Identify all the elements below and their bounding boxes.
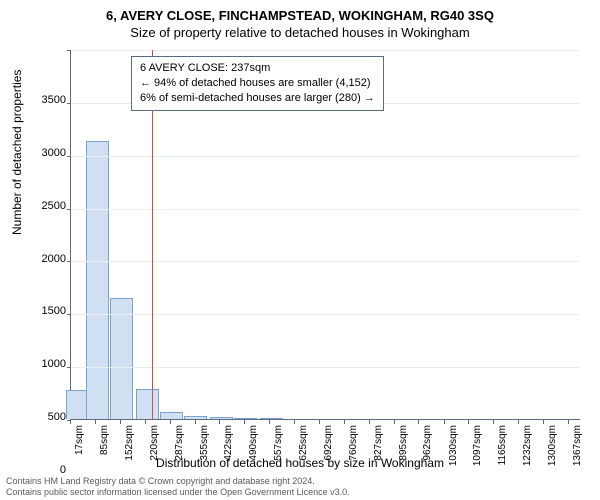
- gridline: [71, 209, 580, 210]
- chart-area: 6 AVERY CLOSE: 237sqm ← 94% of detached …: [70, 50, 580, 420]
- xtick-mark: [195, 420, 196, 424]
- ytick-mark: [67, 367, 71, 368]
- xtick-mark: [493, 420, 494, 424]
- ytick-mark: [67, 50, 71, 51]
- page-subtitle: Size of property relative to detached ho…: [0, 23, 600, 40]
- xtick-mark: [319, 420, 320, 424]
- footer-line-1: Contains HM Land Registry data © Crown c…: [6, 476, 350, 487]
- ytick-mark: [67, 261, 71, 262]
- ytick-label: 1000: [20, 358, 66, 370]
- histogram-bar: [234, 418, 257, 419]
- histogram-bar: [110, 298, 133, 419]
- info-box: 6 AVERY CLOSE: 237sqm ← 94% of detached …: [131, 56, 384, 111]
- info-line-1: 6 AVERY CLOSE: 237sqm: [140, 61, 375, 76]
- xtick-mark: [394, 420, 395, 424]
- gridline: [71, 156, 580, 157]
- histogram-bar: [160, 412, 183, 419]
- ytick-label: 1500: [20, 305, 66, 317]
- xtick-mark: [344, 420, 345, 424]
- ytick-label: 3000: [20, 147, 66, 159]
- histogram-bar: [86, 141, 109, 419]
- xtick-mark: [369, 420, 370, 424]
- ytick-label: 500: [20, 411, 66, 423]
- histogram-bar: [210, 417, 233, 419]
- xtick-mark: [219, 420, 220, 424]
- xtick-mark: [543, 420, 544, 424]
- xtick-mark: [70, 420, 71, 424]
- xtick-mark: [95, 420, 96, 424]
- xtick-mark: [418, 420, 419, 424]
- page-title: 6, AVERY CLOSE, FINCHAMPSTEAD, WOKINGHAM…: [0, 0, 600, 23]
- info-line-3: 6% of semi-detached houses are larger (2…: [140, 91, 375, 106]
- plot-area: 6 AVERY CLOSE: 237sqm ← 94% of detached …: [70, 50, 580, 420]
- x-axis-label: Distribution of detached houses by size …: [0, 456, 600, 470]
- ytick-mark: [67, 314, 71, 315]
- xtick-mark: [145, 420, 146, 424]
- footer: Contains HM Land Registry data © Crown c…: [6, 476, 350, 498]
- gridline: [71, 261, 580, 262]
- ytick-label: 2000: [20, 253, 66, 265]
- histogram-bar: [136, 389, 159, 419]
- ytick-label: 2500: [20, 200, 66, 212]
- xtick-mark: [269, 420, 270, 424]
- ytick-mark: [67, 103, 71, 104]
- xtick-mark: [170, 420, 171, 424]
- xtick-mark: [120, 420, 121, 424]
- gridline: [71, 314, 580, 315]
- xtick-mark: [518, 420, 519, 424]
- footer-line-2: Contains public sector information licen…: [6, 487, 350, 498]
- ytick-label: 3500: [20, 94, 66, 106]
- ytick-mark: [67, 209, 71, 210]
- xtick-mark: [244, 420, 245, 424]
- gridline: [71, 50, 580, 51]
- xtick-mark: [294, 420, 295, 424]
- xtick-label: 85sqm: [99, 425, 110, 455]
- histogram-bar: [184, 416, 207, 419]
- ytick-mark: [67, 156, 71, 157]
- xtick-label: 17sqm: [74, 425, 85, 455]
- gridline: [71, 367, 580, 368]
- xtick-mark: [444, 420, 445, 424]
- info-line-2: ← 94% of detached houses are smaller (4,…: [140, 76, 375, 91]
- xtick-mark: [568, 420, 569, 424]
- histogram-bar: [260, 418, 283, 419]
- xtick-mark: [468, 420, 469, 424]
